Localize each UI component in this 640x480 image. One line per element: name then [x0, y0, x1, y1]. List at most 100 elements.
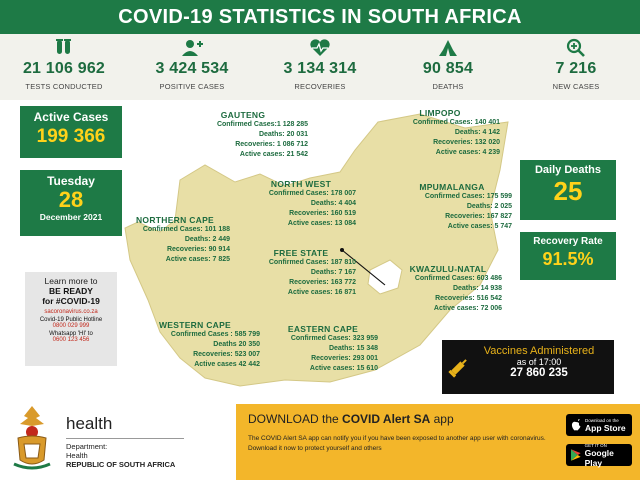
province-free-state: FREE STATE Confirmed Cases: 187 810 Deat…	[246, 248, 356, 298]
department-line-3: REPUBLIC OF SOUTH AFRICA	[66, 460, 176, 469]
province-active: Active cases: 13 084	[287, 220, 356, 227]
google-play-label: Google Play	[584, 447, 614, 468]
province-recoveries: Recoveries: 523 007	[193, 351, 260, 358]
province-eastern-cape: EASTERN CAPE Confirmed Cases: 323 959 De…	[268, 324, 378, 374]
province-active: Active cases: 16 871	[287, 289, 356, 296]
app-title-suffix: app	[430, 412, 454, 426]
website-link[interactable]: sacoronavirus.co.za	[44, 309, 98, 315]
province-recoveries: Recoveries: 293 001	[311, 355, 378, 362]
stat-label: POSITIVE CASES	[159, 82, 225, 91]
province-name: EASTERN CAPE	[287, 324, 359, 334]
learn-line-3: for #COVID-19	[42, 296, 100, 306]
stat-value: 3 134 314	[283, 60, 357, 77]
province-name: KWAZULU-NATAL	[409, 264, 487, 274]
province-name: NORTH WEST	[270, 179, 332, 189]
hotline-label: Covid-19 Public Hotline	[39, 317, 103, 323]
province-gauteng: GAUTENG Confirmed Cases:1 128 285 Deaths…	[178, 110, 308, 160]
learn-more-card: Learn more to BE READY for #COVID-19 sac…	[25, 272, 117, 366]
stat-value: 3 424 534	[155, 60, 229, 77]
recovery-rate-card: Recovery Rate 91.5%	[520, 232, 616, 280]
province-active: Active cases: 5 747	[447, 223, 512, 230]
south-africa-map	[124, 113, 509, 387]
stat-tests: 21 106 962 TESTS CONDUCTED	[0, 34, 128, 100]
app-banner-title: DOWNLOAD the COVID Alert SA app	[248, 412, 628, 426]
province-confirmed: Confirmed Cases: 178 007	[268, 190, 356, 197]
daily-deaths-title: Daily Deaths	[534, 164, 602, 176]
learn-line-2: BE READY	[49, 286, 93, 296]
app-store-label: App Store	[585, 422, 626, 433]
province-recoveries: Recoveries: 163 772	[289, 279, 356, 286]
province-name: MPUMALANGA	[419, 182, 485, 192]
stat-label: RECOVERIES	[294, 82, 346, 91]
province-deaths: Deaths: 4 404	[310, 200, 356, 207]
province-name: NORTHERN CAPE	[135, 215, 215, 225]
province-recoveries: Recoveries: 160 519	[289, 210, 356, 217]
google-play-icon	[570, 449, 581, 461]
province-name: WESTERN CAPE	[158, 320, 232, 330]
province-kwazulu-natal: KWAZULU-NATAL Confirmed Cases: 603 486 D…	[394, 264, 502, 314]
province-confirmed: Confirmed Cases: 175 599	[424, 193, 512, 200]
app-title-prefix: DOWNLOAD the	[248, 412, 343, 426]
stat-value: 90 854	[422, 60, 474, 77]
app-store-small: Download on the	[585, 417, 619, 423]
province-name: LIMPOPO	[419, 108, 461, 118]
stat-value: 7 216	[555, 60, 597, 77]
stat-label: DEATHS	[432, 82, 464, 91]
vaccines-subtitle: as of 17:00	[516, 357, 562, 367]
active-cases-title: Active Cases	[33, 110, 109, 124]
province-active: Active cases 42 442	[194, 361, 260, 368]
province-recoveries: Recoveries: 1 086 712	[235, 141, 308, 148]
date-month-year: December 2021	[39, 212, 103, 222]
health-brand: health	[66, 414, 113, 433]
learn-line-1: Learn more to	[44, 276, 98, 286]
add-person-icon	[181, 38, 203, 58]
stat-label: NEW CASES	[552, 82, 600, 91]
app-store-button[interactable]: Download on the App Store	[566, 414, 632, 436]
department-line-1: Department:	[66, 442, 108, 451]
stats-bar: 21 106 962 TESTS CONDUCTED 3 424 534 POS…	[0, 34, 640, 100]
header-banner: COVID-19 STATISTICS IN SOUTH AFRICA	[0, 0, 640, 34]
province-mpumalanga: MPUMALANGA Confirmed Cases: 175 599 Deat…	[392, 182, 512, 232]
magnifier-plus-icon	[565, 38, 587, 58]
footer: health Department: Health REPUBLIC OF SO…	[0, 400, 640, 480]
app-title-bold: COVID Alert SA	[342, 412, 431, 426]
gauteng-pointer-line	[341, 249, 386, 286]
vaccines-value: 27 860 235	[510, 367, 568, 379]
province-deaths: Deaths: 15 348	[328, 345, 378, 352]
recovery-rate-value: 91.5%	[542, 249, 594, 269]
province-north-west: NORTH WEST Confirmed Cases: 178 007 Deat…	[246, 179, 356, 229]
province-deaths: Deaths: 20 031	[258, 131, 308, 138]
province-active: Active cases: 15 610	[309, 365, 378, 372]
province-northern-cape: NORTHERN CAPE Confirmed Cases: 101 188 D…	[120, 215, 230, 265]
department-line-2: Health	[66, 451, 88, 460]
date-day: 28	[58, 187, 84, 212]
stat-recoveries: 3 134 314 RECOVERIES	[256, 34, 384, 100]
google-play-button[interactable]: GET IT ON Google Play	[566, 442, 632, 468]
province-recoveries: Recoveries: 167 827	[445, 213, 512, 220]
daily-deaths-card: Daily Deaths 25	[520, 160, 616, 220]
stat-deaths: 90 854 DEATHS	[384, 34, 512, 100]
province-deaths: Deaths: 2 025	[466, 203, 512, 210]
coat-of-arms-icon	[13, 406, 51, 470]
province-confirmed: Confirmed Cases: 140 401	[412, 119, 500, 126]
province-deaths: Deaths: 2 449	[184, 236, 230, 243]
province-active: Active cases: 7 825	[165, 256, 230, 263]
province-active: Active cases: 4 239	[435, 149, 500, 156]
province-limpopo: LIMPOPO Confirmed Cases: 140 401 Deaths:…	[380, 108, 500, 158]
province-recoveries: Recoveries: 132 020	[433, 139, 500, 146]
date-weekday: Tuesday	[47, 174, 95, 188]
province-name: GAUTENG	[220, 110, 266, 120]
daily-deaths-value: 25	[553, 176, 583, 206]
stat-positive: 3 424 534 POSITIVE CASES	[128, 34, 256, 100]
province-name: FREE STATE	[273, 248, 329, 258]
date-card: Tuesday 28 December 2021	[20, 170, 122, 236]
province-active: Active cases: 21 542	[239, 151, 308, 158]
province-confirmed: Confirmed Cases: 323 959	[290, 335, 378, 342]
google-play-small: GET IT ON	[584, 442, 607, 448]
praying-hands-icon	[437, 38, 459, 58]
vaccines-title: Vaccines Administered	[483, 345, 595, 357]
stat-value: 21 106 962	[22, 60, 106, 77]
test-tubes-icon	[53, 38, 75, 58]
whatsapp-label: Whatsapp 'HI' to	[49, 331, 93, 337]
heartbeat-icon	[309, 38, 331, 58]
